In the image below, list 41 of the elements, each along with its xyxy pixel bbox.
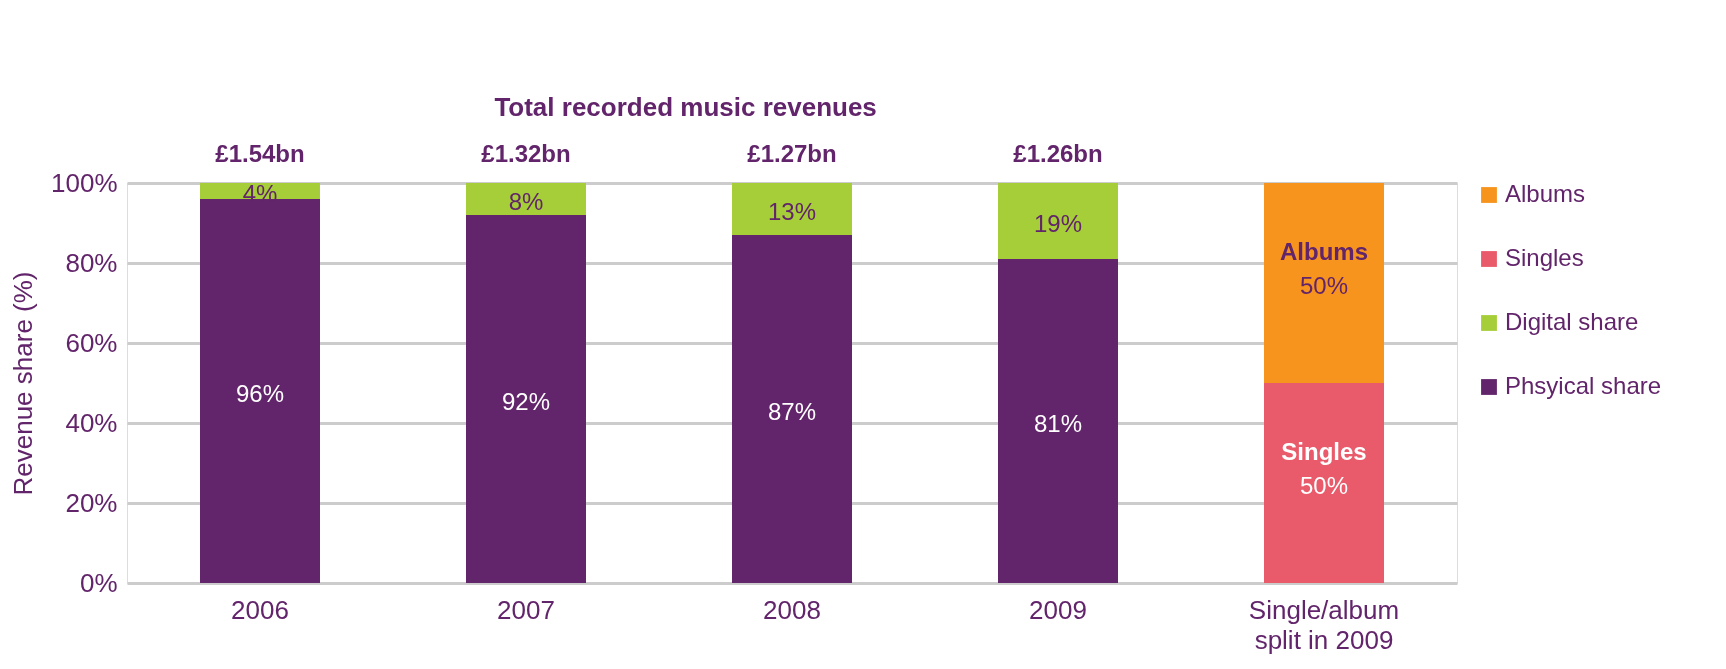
legend-label: Digital share	[1505, 308, 1639, 335]
y-tick-label: 40%	[65, 407, 118, 438]
data-label: 81%	[1033, 410, 1083, 437]
data-label: 87%	[767, 398, 817, 425]
data-label: 96%	[235, 380, 285, 407]
data-label: 8%	[508, 188, 544, 215]
y-tick-label: 100%	[51, 167, 118, 198]
legend-label: Phsyical share	[1505, 372, 1662, 399]
data-label: 50%	[1299, 472, 1349, 499]
bar	[466, 215, 586, 583]
annotation: Singles	[1281, 438, 1367, 465]
data-label: 92%	[501, 388, 551, 415]
bar	[1264, 383, 1384, 583]
text: Total recorded music revenues	[494, 92, 877, 122]
y-tick-label: 0%	[79, 567, 118, 598]
annotation: £1.32bn	[481, 140, 571, 167]
x-tick-label: 2009	[1029, 594, 1087, 625]
bar	[998, 259, 1118, 583]
x-tick-label: 2008	[763, 594, 821, 625]
annotation: Albums	[1279, 238, 1369, 265]
annotation: £1.27bn	[747, 140, 837, 167]
x-tick-label: 2006	[231, 594, 289, 625]
bar	[466, 183, 586, 215]
legend-label: Albums	[1505, 180, 1586, 207]
data-label: 13%	[767, 198, 817, 225]
data-label: 19%	[1033, 210, 1083, 237]
y-tick-label: 60%	[65, 327, 118, 358]
x-tick-label: 2007	[497, 594, 555, 625]
bar	[998, 183, 1118, 259]
legend-label: Singles	[1505, 244, 1584, 271]
annotation: £1.54bn	[215, 140, 305, 167]
y-tick-label: 20%	[65, 487, 118, 518]
y-axis-title: Revenue share (%)	[8, 271, 38, 496]
bar	[200, 199, 320, 583]
x-tick-label: Single/album split in 2009	[1248, 594, 1400, 655]
annotation: £1.26bn	[1013, 140, 1103, 167]
bar	[1264, 183, 1384, 383]
data-label: 50%	[1299, 272, 1349, 299]
bar	[732, 183, 852, 235]
y-tick-label: 80%	[65, 247, 118, 278]
bar	[732, 235, 852, 583]
